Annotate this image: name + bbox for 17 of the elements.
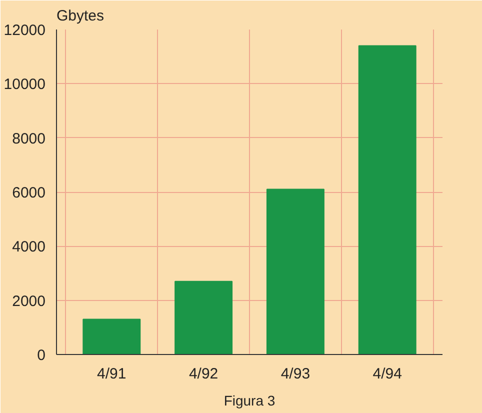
bar: [174, 280, 233, 354]
y-tick-label: 8000: [12, 130, 46, 148]
bar: [82, 318, 141, 354]
bar: [266, 188, 324, 354]
bar: [358, 45, 416, 354]
x-tick-label: 4/91: [97, 366, 126, 382]
y-tick-label: 6000: [12, 184, 46, 202]
x-tick-label: 4/92: [188, 366, 218, 382]
y-tick-label: 2000: [12, 292, 46, 310]
y-tick-label: 12000: [4, 22, 46, 39]
y-tick-label: 4000: [12, 238, 46, 256]
x-tick-label: 4/93: [280, 366, 310, 382]
y-tick-label: 10000: [4, 76, 46, 94]
x-tick-label: 4/94: [372, 366, 402, 382]
text: Figura 3: [224, 392, 276, 408]
y-tick-label: 0: [37, 347, 46, 364]
y-axis-title: Gbytes: [56, 8, 104, 24]
